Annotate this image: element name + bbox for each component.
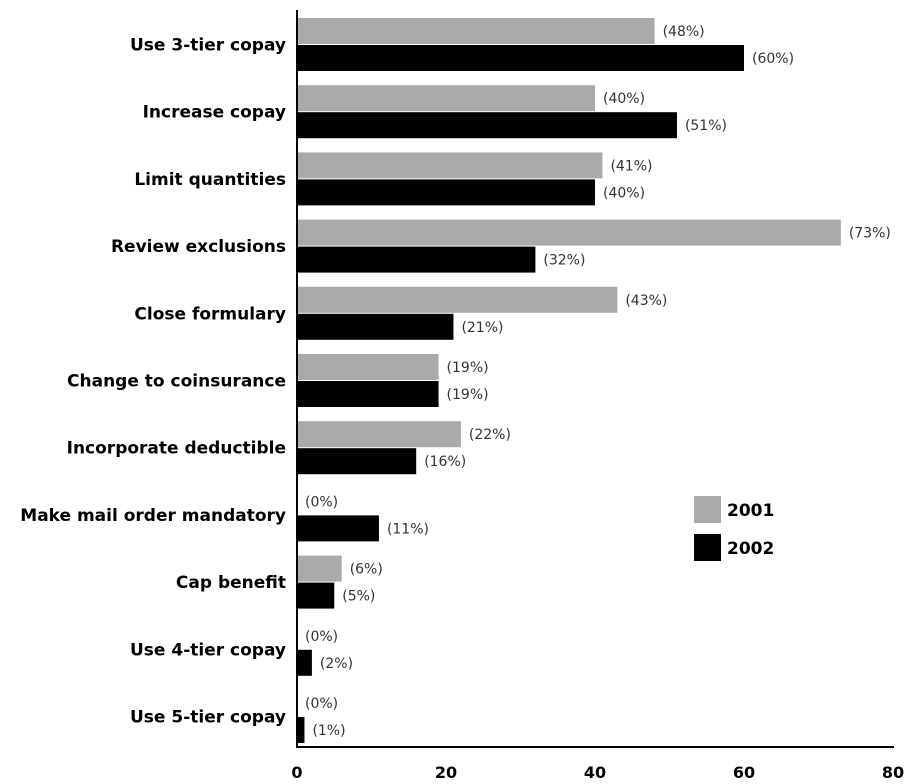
legend-swatch-2001 <box>694 496 721 523</box>
value-label: (51%) <box>685 118 727 134</box>
value-label: (0%) <box>305 629 338 645</box>
x-tick-label: 20 <box>435 763 457 782</box>
bar-2002 <box>297 246 536 273</box>
value-label: (1%) <box>312 723 345 739</box>
value-label: (40%) <box>603 91 645 107</box>
value-label: (5%) <box>342 589 375 605</box>
value-label: (43%) <box>625 293 667 309</box>
value-label: (0%) <box>305 696 338 712</box>
value-label: (41%) <box>610 158 652 174</box>
bar-2001 <box>297 18 655 44</box>
value-label: (6%) <box>350 562 383 578</box>
value-label: (2%) <box>320 656 353 672</box>
bar-2002 <box>297 582 335 609</box>
bar-2001 <box>297 421 461 448</box>
value-label: (32%) <box>543 253 585 269</box>
value-label: (22%) <box>469 427 511 443</box>
bar-2002 <box>297 717 305 743</box>
category-label: Increase copay <box>143 103 286 123</box>
bar-2002 <box>297 313 454 340</box>
bar-2002 <box>297 381 439 407</box>
bar-2001 <box>297 152 603 179</box>
bar-2001 <box>297 354 439 380</box>
legend-label: 2001 <box>727 501 774 521</box>
category-label: Change to coinsurance <box>67 372 286 392</box>
category-label: Close formulary <box>134 304 286 324</box>
category-label: Limit quantities <box>134 170 286 190</box>
value-label: (11%) <box>387 521 429 537</box>
legend-label: 2002 <box>727 539 774 559</box>
labels-layer: Use 3-tier copay (48%) (60%) Increase copay… <box>20 24 891 739</box>
category-label: Make mail order mandatory <box>20 506 286 526</box>
bar-2001 <box>297 85 595 112</box>
value-label: (0%) <box>305 494 338 510</box>
category-label: Use 3-tier copay <box>130 36 286 56</box>
bar-2002 <box>297 448 417 475</box>
value-label: (19%) <box>447 360 489 376</box>
bar-2001 <box>297 286 618 313</box>
bar-2002 <box>297 112 677 139</box>
value-label: (21%) <box>461 320 503 336</box>
legend: 2001 2002 <box>694 496 774 561</box>
category-label: Use 5-tier copay <box>130 708 286 728</box>
category-label: Use 4-tier copay <box>130 640 286 660</box>
bar-2001 <box>297 219 841 246</box>
bar-2002 <box>297 649 312 676</box>
value-label: (73%) <box>849 226 891 242</box>
x-tick-label: 0 <box>291 763 302 782</box>
x-axis-ticks: 0 20 40 60 80 <box>291 763 904 782</box>
value-label: (16%) <box>424 454 466 470</box>
legend-swatch-2002 <box>694 534 721 561</box>
category-label: Cap benefit <box>176 573 286 593</box>
value-label: (40%) <box>603 185 645 201</box>
x-tick-label: 40 <box>584 763 606 782</box>
bar-2001 <box>297 555 342 582</box>
value-label: (60%) <box>752 51 794 67</box>
bars-layer <box>297 18 841 743</box>
value-label: (48%) <box>663 24 705 40</box>
bar-2002 <box>297 179 595 206</box>
bar-2002 <box>297 45 744 71</box>
x-tick-label: 80 <box>882 763 904 782</box>
bar-2002 <box>297 515 379 542</box>
value-label: (19%) <box>447 387 489 403</box>
category-label: Review exclusions <box>111 237 286 257</box>
category-label: Incorporate deductible <box>67 439 286 459</box>
x-tick-label: 60 <box>733 763 755 782</box>
